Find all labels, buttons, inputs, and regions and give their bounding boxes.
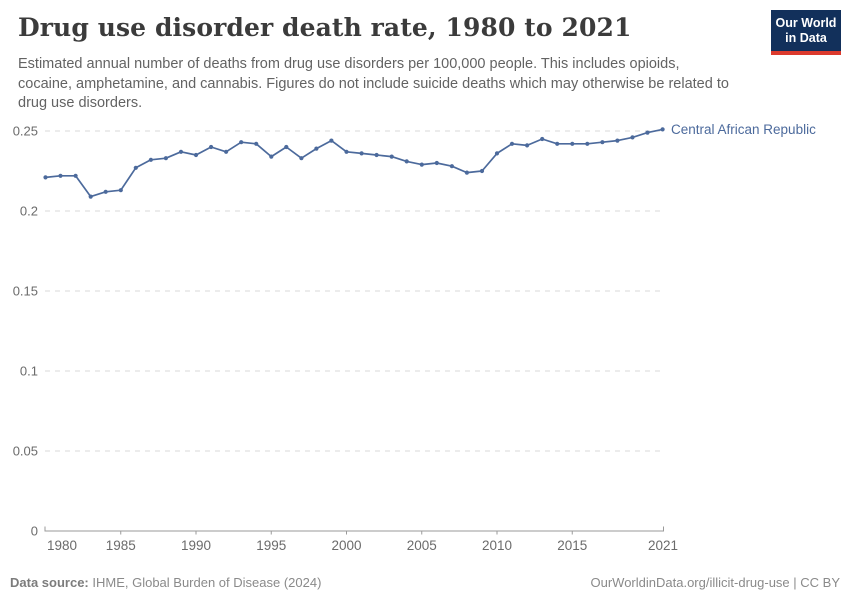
x-tick-label: 1980 <box>47 538 77 553</box>
data-point <box>615 138 620 143</box>
y-tick-label: 0.15 <box>13 284 38 299</box>
data-point <box>329 138 334 143</box>
x-tick-label: 2021 <box>648 538 678 553</box>
data-source-label: Data source: <box>10 575 89 590</box>
data-point <box>525 143 530 148</box>
data-point <box>284 144 289 150</box>
x-tick-label: 1990 <box>181 538 211 553</box>
data-point <box>585 141 590 146</box>
data-point <box>660 127 665 132</box>
data-point <box>299 156 304 161</box>
data-point <box>449 164 454 169</box>
x-tick-label: 1985 <box>106 538 136 553</box>
data-source: Data source: IHME, Global Burden of Dise… <box>10 575 321 590</box>
data-point <box>178 149 184 154</box>
x-tick-label: 2015 <box>557 538 587 553</box>
data-point <box>148 157 153 162</box>
x-tick-label: 2010 <box>482 538 512 553</box>
y-tick-label: 0.05 <box>13 444 38 459</box>
series-label: Central African Republic <box>671 122 816 137</box>
data-point <box>314 146 319 151</box>
data-point <box>600 140 605 145</box>
y-tick-label: 0.1 <box>20 364 38 379</box>
owid-logo-line1: Our World <box>775 15 837 30</box>
x-axis-line <box>44 526 664 532</box>
owid-logo-accent-bar <box>771 51 841 55</box>
data-point <box>239 140 244 145</box>
data-point <box>555 141 560 146</box>
x-tick-label: 2000 <box>331 538 361 553</box>
x-tick-label: 2005 <box>407 538 437 553</box>
data-point <box>193 152 199 158</box>
data-point <box>118 188 123 193</box>
subtitle-line: drug use disorders. <box>18 95 143 111</box>
data-point <box>254 141 259 146</box>
data-point <box>133 165 138 170</box>
data-point <box>434 160 439 166</box>
data-point <box>479 168 485 174</box>
data-point <box>43 175 48 180</box>
data-point <box>570 141 575 146</box>
data-point <box>374 152 379 158</box>
y-tick-label: 0.25 <box>13 124 38 139</box>
owid-logo-line2: in Data <box>785 30 827 45</box>
x-tick-label: 1995 <box>256 538 286 553</box>
data-point <box>359 151 364 156</box>
data-point <box>163 156 168 161</box>
subtitle-line: cocaine, amphetamine, and cannabis. Figu… <box>18 75 729 92</box>
data-point <box>269 154 274 159</box>
page-title: Drug use disorder death rate, 1980 to 20… <box>18 13 632 42</box>
owid-logo[interactable]: Our World in Data <box>771 10 841 55</box>
data-point <box>58 173 63 178</box>
data-source-text: IHME, Global Burden of Disease (2024) <box>88 575 322 590</box>
data-point <box>73 173 78 178</box>
credit-link[interactable]: OurWorldinData.org/illicit-drug-use | CC… <box>590 575 841 590</box>
data-point <box>540 136 545 142</box>
data-point <box>645 130 650 135</box>
y-tick-label: 0.2 <box>20 204 38 219</box>
chart-subtitle: Estimated annual number of deaths from d… <box>18 55 763 114</box>
data-point <box>389 154 394 159</box>
data-point <box>88 194 93 199</box>
subtitle-line: Estimated annual number of deaths from d… <box>18 56 680 72</box>
owid-logo-text: Our World in Data <box>771 10 841 51</box>
data-point <box>419 162 424 167</box>
data-point <box>494 151 500 156</box>
data-point <box>344 149 349 154</box>
data-point <box>630 135 635 140</box>
data-point <box>464 170 469 175</box>
y-tick-label: 0 <box>31 524 38 539</box>
data-point <box>103 189 108 194</box>
data-point <box>404 159 409 164</box>
data-point <box>224 149 229 154</box>
data-point <box>209 144 214 150</box>
data-line <box>44 128 664 198</box>
data-point <box>509 141 515 146</box>
